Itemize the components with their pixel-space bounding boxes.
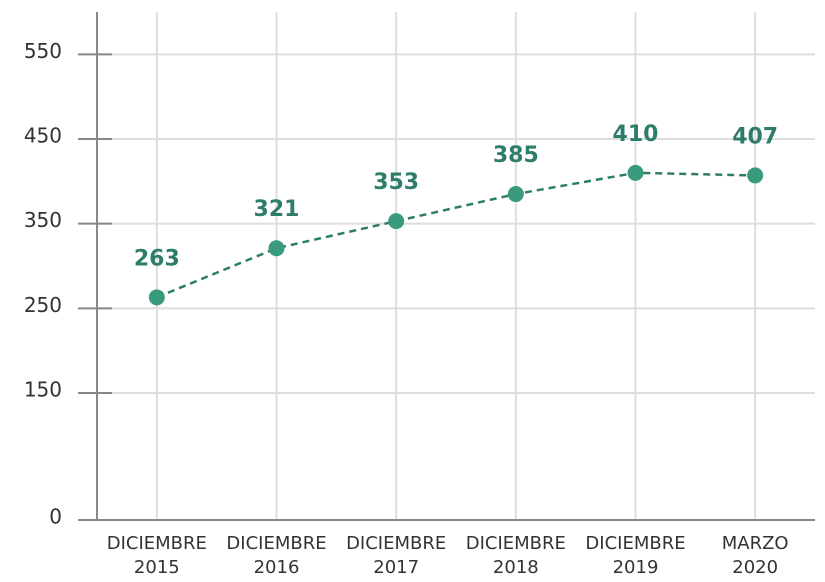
data-label: 263 [134,246,180,271]
x-tick-label: DICIEMBRE 2015 [106,533,207,578]
y-tick-label: 550 [24,39,62,63]
x-tick-label: DICIEMBRE 2018 [465,533,566,578]
y-tick-label: 450 [24,124,62,148]
data-label: 321 [254,197,300,222]
data-point [388,213,405,230]
data-label: 353 [373,170,419,195]
y-tick-label: 250 [24,293,62,317]
x-tick-label: DICIEMBRE 2019 [585,533,686,578]
data-point [268,240,285,257]
y-tick-label: 350 [24,208,62,232]
data-point [627,164,644,181]
data-point [148,289,165,306]
data-label: 407 [732,124,778,149]
data-label: 410 [613,122,659,147]
data-point [507,186,524,203]
data-label: 385 [493,143,539,168]
y-tick-label: 0 [49,505,62,529]
data-point [747,167,764,184]
x-tick-label: DICIEMBRE 2016 [226,533,327,578]
data-line [156,171,756,299]
y-tick-label: 150 [24,378,62,402]
x-tick-label: DICIEMBRE 2017 [346,533,447,578]
x-tick-label: MARZO 2020 [721,533,789,578]
